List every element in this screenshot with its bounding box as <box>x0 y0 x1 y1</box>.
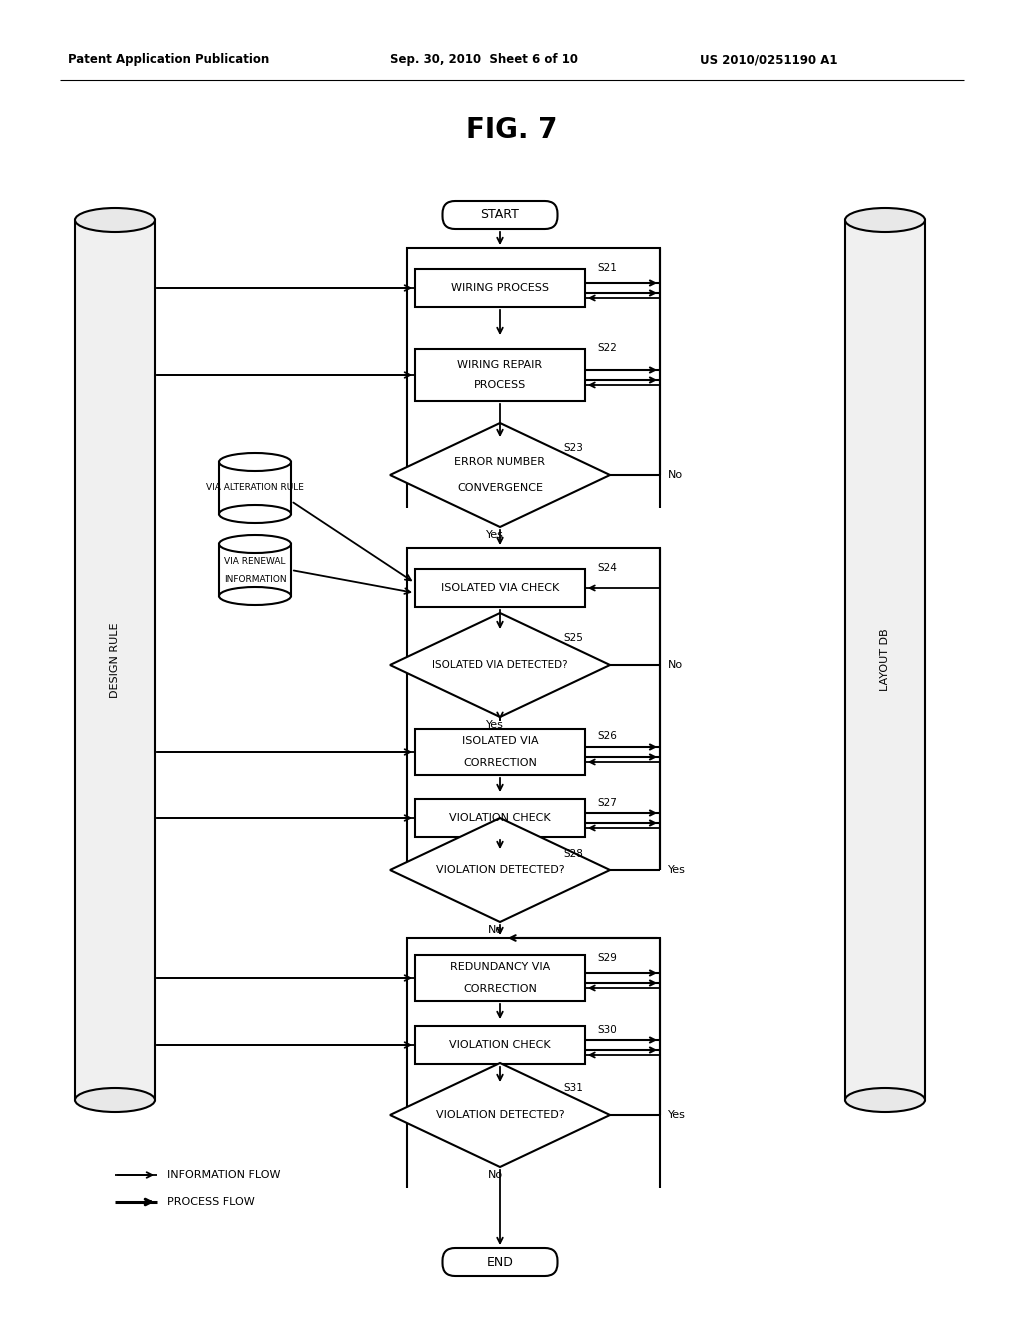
Text: No: No <box>487 1170 503 1180</box>
Text: S28: S28 <box>563 849 583 859</box>
Text: START: START <box>480 209 519 222</box>
Text: Yes: Yes <box>668 1110 686 1119</box>
Text: S25: S25 <box>563 634 583 643</box>
Polygon shape <box>390 612 610 717</box>
FancyBboxPatch shape <box>415 348 585 401</box>
Text: S30: S30 <box>597 1026 616 1035</box>
FancyBboxPatch shape <box>415 954 585 1001</box>
Text: VIOLATION DETECTED?: VIOLATION DETECTED? <box>435 1110 564 1119</box>
Text: S31: S31 <box>563 1082 583 1093</box>
Ellipse shape <box>75 1088 155 1111</box>
Text: PROCESS FLOW: PROCESS FLOW <box>167 1197 255 1206</box>
Ellipse shape <box>219 506 291 523</box>
Polygon shape <box>390 818 610 921</box>
Ellipse shape <box>219 587 291 605</box>
Text: END: END <box>486 1255 513 1269</box>
Text: ISOLATED VIA DETECTED?: ISOLATED VIA DETECTED? <box>432 660 568 671</box>
Text: INFORMATION: INFORMATION <box>223 574 287 583</box>
Text: LAYOUT DB: LAYOUT DB <box>880 628 890 692</box>
Polygon shape <box>390 1063 610 1167</box>
Polygon shape <box>390 422 610 527</box>
Ellipse shape <box>845 1088 925 1111</box>
Text: S22: S22 <box>597 343 616 352</box>
Text: S23: S23 <box>563 444 583 453</box>
Text: FIG. 7: FIG. 7 <box>466 116 558 144</box>
Ellipse shape <box>75 209 155 232</box>
Text: S21: S21 <box>597 263 616 273</box>
FancyBboxPatch shape <box>415 799 585 837</box>
Polygon shape <box>75 220 155 1100</box>
Polygon shape <box>219 544 291 597</box>
FancyBboxPatch shape <box>415 1026 585 1064</box>
FancyBboxPatch shape <box>415 269 585 308</box>
Text: No: No <box>487 925 503 935</box>
FancyBboxPatch shape <box>442 1247 557 1276</box>
Text: WIRING REPAIR: WIRING REPAIR <box>458 360 543 370</box>
FancyBboxPatch shape <box>415 569 585 607</box>
Polygon shape <box>219 462 291 513</box>
FancyBboxPatch shape <box>415 729 585 775</box>
Text: S26: S26 <box>597 731 616 741</box>
Text: Yes: Yes <box>486 719 504 730</box>
Text: S27: S27 <box>597 799 616 808</box>
Text: Sep. 30, 2010  Sheet 6 of 10: Sep. 30, 2010 Sheet 6 of 10 <box>390 54 578 66</box>
Text: No: No <box>668 470 683 480</box>
Polygon shape <box>845 220 925 1100</box>
Text: ISOLATED VIA CHECK: ISOLATED VIA CHECK <box>441 583 559 593</box>
Text: No: No <box>668 660 683 671</box>
Text: CORRECTION: CORRECTION <box>463 758 537 768</box>
Text: VIA ALTERATION RULE: VIA ALTERATION RULE <box>206 483 304 492</box>
Text: S29: S29 <box>597 953 616 964</box>
Text: WIRING PROCESS: WIRING PROCESS <box>451 282 549 293</box>
Text: Yes: Yes <box>668 865 686 875</box>
Text: PROCESS: PROCESS <box>474 380 526 389</box>
FancyBboxPatch shape <box>442 201 557 228</box>
Text: ERROR NUMBER: ERROR NUMBER <box>455 457 546 467</box>
Ellipse shape <box>219 535 291 553</box>
Text: VIOLATION DETECTED?: VIOLATION DETECTED? <box>435 865 564 875</box>
Text: VIOLATION CHECK: VIOLATION CHECK <box>450 1040 551 1049</box>
Text: S24: S24 <box>597 564 616 573</box>
Text: DESIGN RULE: DESIGN RULE <box>110 622 120 698</box>
Text: VIA RENEWAL: VIA RENEWAL <box>224 557 286 565</box>
Ellipse shape <box>845 209 925 232</box>
Text: INFORMATION FLOW: INFORMATION FLOW <box>167 1170 281 1180</box>
Text: REDUNDANCY VIA: REDUNDANCY VIA <box>450 962 550 972</box>
Ellipse shape <box>219 453 291 471</box>
Text: Yes: Yes <box>486 531 504 540</box>
Text: US 2010/0251190 A1: US 2010/0251190 A1 <box>700 54 838 66</box>
Text: CORRECTION: CORRECTION <box>463 983 537 994</box>
Text: Patent Application Publication: Patent Application Publication <box>68 54 269 66</box>
Text: CONVERGENCE: CONVERGENCE <box>457 483 543 492</box>
Text: VIOLATION CHECK: VIOLATION CHECK <box>450 813 551 822</box>
Text: ISOLATED VIA: ISOLATED VIA <box>462 737 539 746</box>
